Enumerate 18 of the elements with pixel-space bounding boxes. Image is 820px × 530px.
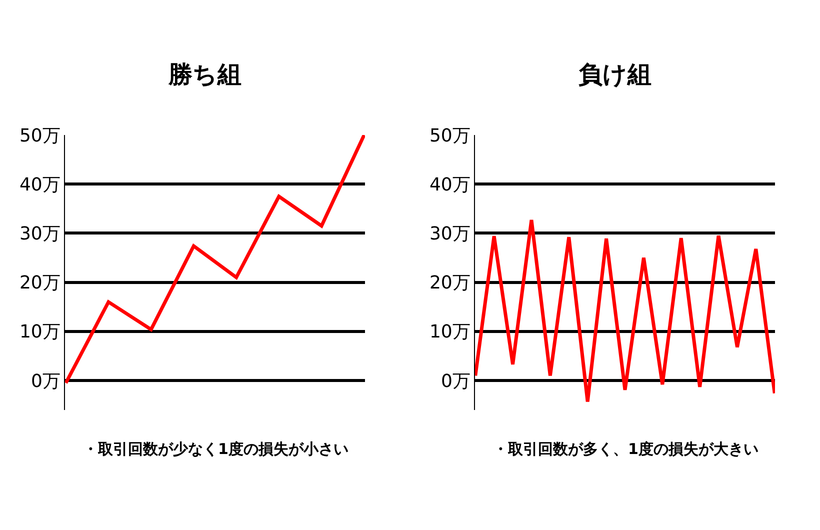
chart-title: 勝ち組 xyxy=(168,60,242,89)
y-tick-label: 20万 xyxy=(19,272,60,294)
y-tick-label: 30万 xyxy=(19,224,60,245)
text: ・取引回数が多く、1度の損失が大きい xyxy=(493,440,758,458)
line-series xyxy=(475,218,775,404)
y-tick-label: 40万 xyxy=(19,174,60,196)
y-tick-label: 10万 xyxy=(19,322,60,343)
text: ・取引回数が少なく1度の損失が小さい xyxy=(83,440,348,458)
y-tick-label: 50万 xyxy=(429,125,470,146)
y-tick-label: 20万 xyxy=(429,272,470,294)
chart-title: 負け組 xyxy=(578,60,652,89)
y-tick-label: 30万 xyxy=(429,224,470,245)
y-tick-label: 0万 xyxy=(440,370,470,392)
line-series xyxy=(65,135,365,385)
y-tick-label: 50万 xyxy=(19,125,60,146)
y-tick-label: 10万 xyxy=(429,322,470,343)
y-tick-label: 0万 xyxy=(30,370,60,392)
y-tick-label: 40万 xyxy=(429,174,470,196)
